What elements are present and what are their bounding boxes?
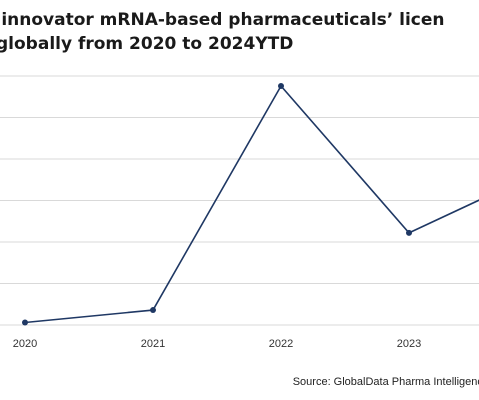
data-point-2021 <box>150 307 156 314</box>
data-points <box>22 82 412 326</box>
chart-title-line-2: globally from 2020 to 2024YTD <box>0 34 294 54</box>
chart-title-line-1: f innovator mRNA-based pharmaceuticals’ … <box>0 10 445 30</box>
source-note: Source: GlobalData Pharma Intelligence <box>292 376 479 388</box>
chart-title: f innovator mRNA-based pharmaceuticals’ … <box>0 8 479 56</box>
x-axis-tick-labels: 20202021202220232024YTD <box>13 338 421 350</box>
x-tick-label-2022: 2022 <box>269 338 293 350</box>
x-tick-label-2023: 2023 <box>397 338 421 350</box>
gridlines <box>0 75 479 326</box>
x-tick-label-2020: 2020 <box>13 338 37 350</box>
data-point-2022 <box>278 82 284 89</box>
data-point-2023 <box>406 229 412 236</box>
x-tick-label-2021: 2021 <box>141 338 165 350</box>
data-point-2020 <box>22 319 28 326</box>
series-line <box>24 84 479 324</box>
series-line-group <box>24 84 479 324</box>
